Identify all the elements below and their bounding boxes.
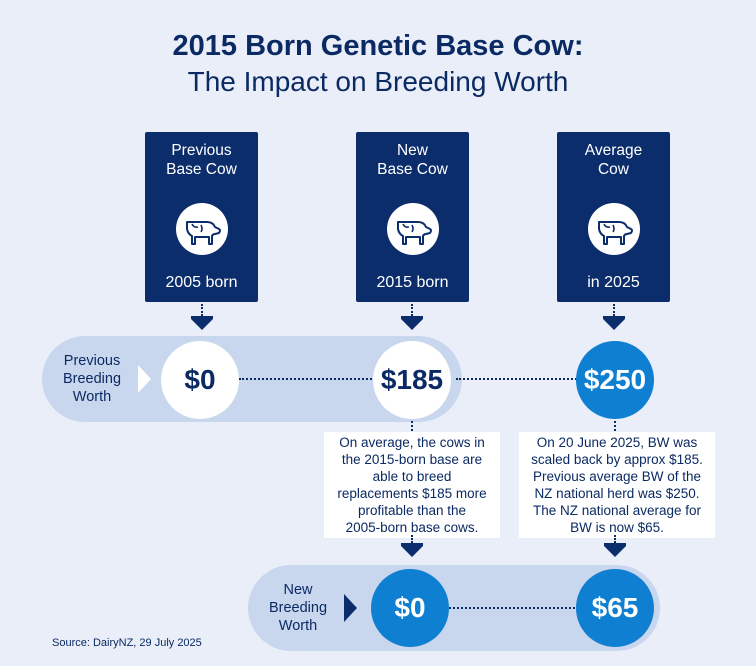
card-footer: 2005 born	[165, 274, 238, 291]
chevron-right-icon	[344, 594, 357, 622]
down-arrow-icon	[401, 319, 423, 330]
connector-dots	[411, 421, 413, 431]
average-cow-card: Average Cow in 2025	[557, 132, 670, 302]
down-arrow-icon	[191, 319, 213, 330]
note-line: the 2015-born base are	[341, 452, 483, 467]
new-bw-value-circle: $0	[371, 569, 449, 647]
label-line: Worth	[72, 389, 112, 405]
label-line: Previous	[63, 353, 121, 369]
title-line-1: 2015 Born Genetic Base Cow:	[172, 30, 584, 62]
arrow-bar	[603, 316, 625, 319]
connector-dots	[613, 304, 615, 316]
source-note: Source: DairyNZ, 29 July 2025	[52, 637, 202, 649]
arrow-bar	[401, 316, 423, 319]
note-line: 2005-born base cows.	[345, 520, 479, 535]
label-line: New	[283, 582, 313, 598]
new-bw-value-circle: $65	[576, 569, 654, 647]
previous-bw-value-circle: $250	[576, 341, 654, 419]
note-line: scaled back by approx $185.	[531, 452, 703, 467]
explanation-note-new-base: On average, the cows in the 2015-born ba…	[324, 432, 500, 538]
label-line: Breeding	[268, 600, 328, 616]
card-heading-line-1: New	[396, 142, 428, 159]
chevron-right-icon	[138, 365, 151, 393]
connector-dots	[201, 304, 203, 316]
arrow-bar	[401, 543, 423, 546]
new-base-cow-card: New Base Cow 2015 born	[356, 132, 469, 302]
note-line: replacements $185 more	[337, 486, 487, 501]
cow-icon	[588, 203, 640, 255]
card-heading-line-1: Previous	[171, 142, 232, 159]
note-line: The NZ national average for	[532, 503, 702, 518]
down-arrow-icon	[603, 319, 625, 330]
connector-dots	[411, 304, 413, 316]
cow-icon	[176, 203, 228, 255]
note-line: BW is now $65.	[570, 520, 664, 535]
note-line: On 20 June 2025, BW was	[536, 435, 698, 450]
arrow-bar	[191, 316, 213, 319]
previous-bw-label: Previous Breeding Worth	[52, 352, 132, 406]
arrow-bar	[604, 543, 626, 546]
previous-base-cow-card: Previous Base Cow 2005 born	[145, 132, 258, 302]
down-arrow-icon	[401, 546, 423, 557]
previous-bw-value-circle: $0	[161, 341, 239, 419]
card-heading: Average Cow	[557, 141, 670, 179]
card-heading-line-2: Cow	[597, 161, 629, 178]
label-line: Breeding	[62, 371, 122, 387]
new-bw-label: New Breeding Worth	[258, 581, 338, 635]
note-line: On average, the cows in	[339, 435, 485, 450]
cow-icon	[387, 203, 439, 255]
connector-dots	[449, 607, 579, 609]
connector-dots	[614, 421, 616, 431]
explanation-note-average-cow: On 20 June 2025, BW was scaled back by a…	[519, 432, 715, 538]
card-footer: in 2025	[587, 274, 640, 291]
connector-dots	[614, 535, 616, 543]
previous-bw-value-circle: $185	[373, 341, 451, 419]
card-heading-line-2: Base Cow	[166, 161, 237, 178]
label-line: Worth	[278, 618, 318, 634]
card-heading-line-1: Average	[584, 142, 643, 159]
note-line: NZ national herd was $250.	[534, 486, 700, 501]
card-heading: Previous Base Cow	[145, 141, 258, 179]
down-arrow-icon	[604, 546, 626, 557]
note-line: Previous average BW of the	[532, 469, 702, 484]
connector-dots	[411, 535, 413, 543]
card-heading: New Base Cow	[356, 141, 469, 179]
note-line: profitable than the	[357, 503, 467, 518]
card-heading-line-2: Base Cow	[377, 161, 448, 178]
title-line-2: The Impact on Breeding Worth	[187, 66, 569, 97]
note-line: able to breed	[372, 469, 452, 484]
connector-dots	[456, 378, 580, 380]
connector-dots	[239, 378, 379, 380]
card-footer: 2015 born	[376, 274, 449, 291]
